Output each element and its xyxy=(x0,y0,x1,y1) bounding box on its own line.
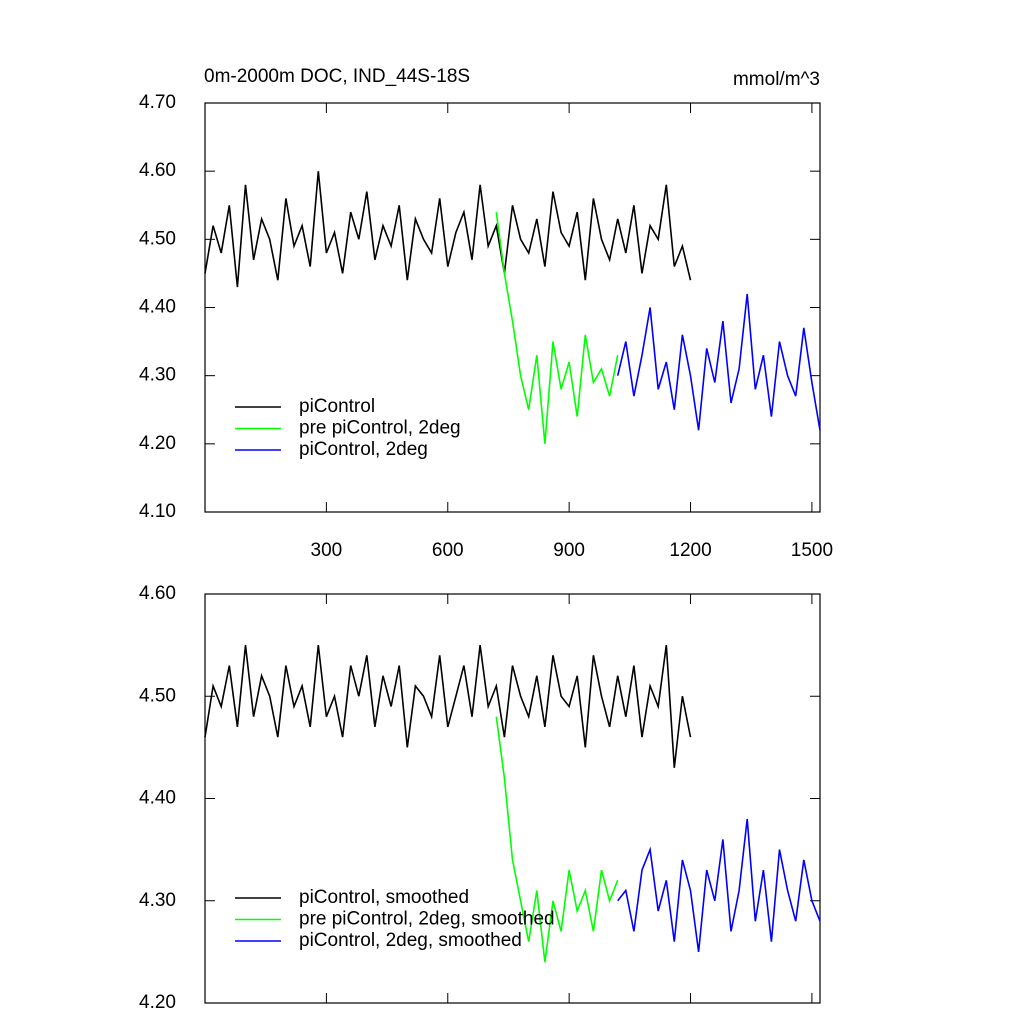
data-line xyxy=(204,644,692,768)
legend-label: piControl, 2deg, smoothed xyxy=(299,930,522,951)
x-tick-label: 600 xyxy=(432,540,464,561)
y-tick-label: 4.70 xyxy=(139,92,176,113)
y-tick-label: 4.50 xyxy=(139,685,176,706)
legend-label: pre piControl, 2deg xyxy=(299,418,461,439)
x-tick-label: 1200 xyxy=(669,540,711,561)
y-tick-label: 4.50 xyxy=(139,228,176,249)
data-line xyxy=(495,716,619,963)
data-line xyxy=(204,171,692,288)
y-tick-label: 4.20 xyxy=(139,433,176,454)
y-tick-label: 4.20 xyxy=(139,992,176,1013)
y-tick-label: 4.40 xyxy=(139,788,176,809)
plot-frame xyxy=(204,102,821,513)
legend-label: piControl xyxy=(299,396,375,417)
x-tick-label: 300 xyxy=(311,540,343,561)
y-tick-label: 4.60 xyxy=(139,160,176,181)
legend-label: piControl, smoothed xyxy=(299,887,469,908)
x-tick-label: 900 xyxy=(553,540,585,561)
data-line xyxy=(617,818,821,953)
chart-title: 0m-2000m DOC, IND_44S-18S xyxy=(204,66,470,87)
data-line xyxy=(616,293,821,431)
y-tick-label: 4.30 xyxy=(139,890,176,911)
y-tick-label: 4.60 xyxy=(139,583,176,604)
y-tick-label: 4.10 xyxy=(139,501,176,522)
legend-label: piControl, 2deg xyxy=(299,439,428,460)
data-line xyxy=(495,211,619,444)
y-tick-label: 4.30 xyxy=(139,365,176,386)
units-label: mmol/m^3 xyxy=(733,69,820,90)
y-tick-label: 4.40 xyxy=(139,297,176,318)
legend-label: pre piControl, 2deg, smoothed xyxy=(299,909,555,930)
x-tick-label: 1500 xyxy=(791,540,833,561)
